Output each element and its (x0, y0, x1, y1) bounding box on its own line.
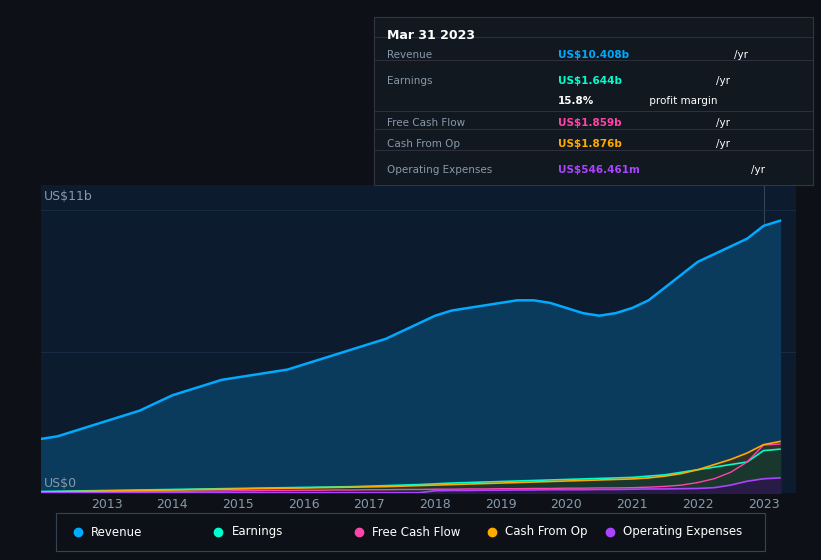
Text: Free Cash Flow: Free Cash Flow (372, 525, 461, 539)
Text: Earnings: Earnings (232, 525, 283, 539)
Text: Operating Expenses: Operating Expenses (623, 525, 742, 539)
Text: profit margin: profit margin (646, 96, 718, 106)
Text: US$1.644b: US$1.644b (558, 76, 622, 86)
Text: 15.8%: 15.8% (558, 96, 594, 106)
Text: /yr: /yr (751, 165, 765, 175)
Text: Mar 31 2023: Mar 31 2023 (387, 29, 475, 41)
Text: Cash From Op: Cash From Op (505, 525, 588, 539)
Text: /yr: /yr (716, 139, 730, 150)
Text: US$546.461m: US$546.461m (558, 165, 640, 175)
Text: /yr: /yr (734, 50, 748, 60)
Text: /yr: /yr (716, 118, 730, 128)
Text: /yr: /yr (716, 76, 730, 86)
Text: US$1.859b: US$1.859b (558, 118, 621, 128)
Text: Revenue: Revenue (91, 525, 143, 539)
Text: US$1.876b: US$1.876b (558, 139, 622, 150)
Text: US$0: US$0 (44, 477, 77, 490)
Text: Operating Expenses: Operating Expenses (387, 165, 492, 175)
Text: Cash From Op: Cash From Op (387, 139, 460, 150)
Text: Free Cash Flow: Free Cash Flow (387, 118, 465, 128)
Text: Revenue: Revenue (387, 50, 432, 60)
Text: Earnings: Earnings (387, 76, 432, 86)
Text: US$10.408b: US$10.408b (558, 50, 629, 60)
Text: US$11b: US$11b (44, 190, 93, 203)
